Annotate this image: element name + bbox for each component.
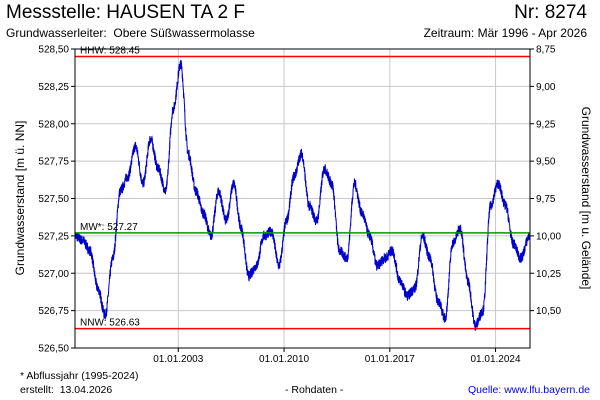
y-tick-label: 527,75 [38,157,69,168]
y-tick-label: 526,75 [38,306,69,317]
aquifer-value: Obere Süßwassermolasse [113,26,255,40]
y-tick-label: 528,25 [38,82,69,93]
station-number: Nr: 8274 [514,2,587,23]
aquifer-info: Grundwasserleiter: Obere Süßwassermolass… [6,26,255,40]
series-layer [74,60,530,331]
hhw-line-label: HHW: 528.45 [80,45,140,56]
nnw-line-label: NNW: 526.63 [80,318,140,329]
y-tick-label: 527,00 [38,269,69,280]
created-label: erstellt: [20,384,54,396]
station-title: Messstelle: HAUSEN TA 2 F [6,2,245,23]
y-axis-label: Grundwasserstand [m ü. NN] [13,121,27,276]
y2-tick-label: 9,50 [536,157,556,168]
period-text: Zeitraum: Mär 1996 - Apr 2026 [423,26,587,40]
reference-lines: HHW: 528.45 MW*: 527.27 NNW: 526.63 [75,45,530,330]
y2-axis-label: Grundwasserstand [m u. Gelände] [579,107,593,290]
grid [75,48,530,349]
source-info: Quelle: www.lfu.bayern.de [468,384,590,396]
x-tick-label: 01.01.2010 [259,354,309,365]
aquifer-label: Grundwasserleiter: [6,26,107,40]
y-tick-label: 528,00 [38,119,69,130]
y2-tick-label: 9,00 [536,82,556,93]
source-link[interactable]: www.lfu.bayern.de [504,384,590,396]
x-tick-label: 01.01.2024 [471,354,521,365]
axes: 528,50 528,25 528,00 527,75 527,50 527,25 527,… [38,45,561,366]
y2-tick-label: 10,50 [536,306,561,317]
y2-tick-label: 10,00 [536,231,561,242]
y2-tick-label: 9,25 [536,119,556,130]
x-tick-label: 01.01.2017 [365,354,415,365]
series-line [74,60,530,331]
mw-line-label: MW*: 527.27 [80,222,138,233]
y-tick-label: 528,50 [38,45,69,56]
rawdata-note: - Rohdaten - [285,384,344,396]
y2-tick-label: 9,75 [536,194,556,205]
y-tick-label: 527,50 [38,194,69,205]
y-tick-label: 526,50 [38,344,69,355]
y2-tick-label: 10,25 [536,269,561,280]
y-tick-label: 527,25 [38,231,69,242]
created-info: erstellt: 13.04.2026 [20,384,112,396]
created-date: 13.04.2026 [59,384,113,396]
footnote: * Abflussjahr (1995-2024) [20,370,139,382]
x-tick-label: 01.01.2003 [153,354,203,365]
source-label: Quelle: [468,384,502,396]
y2-tick-label: 8,75 [536,45,556,56]
